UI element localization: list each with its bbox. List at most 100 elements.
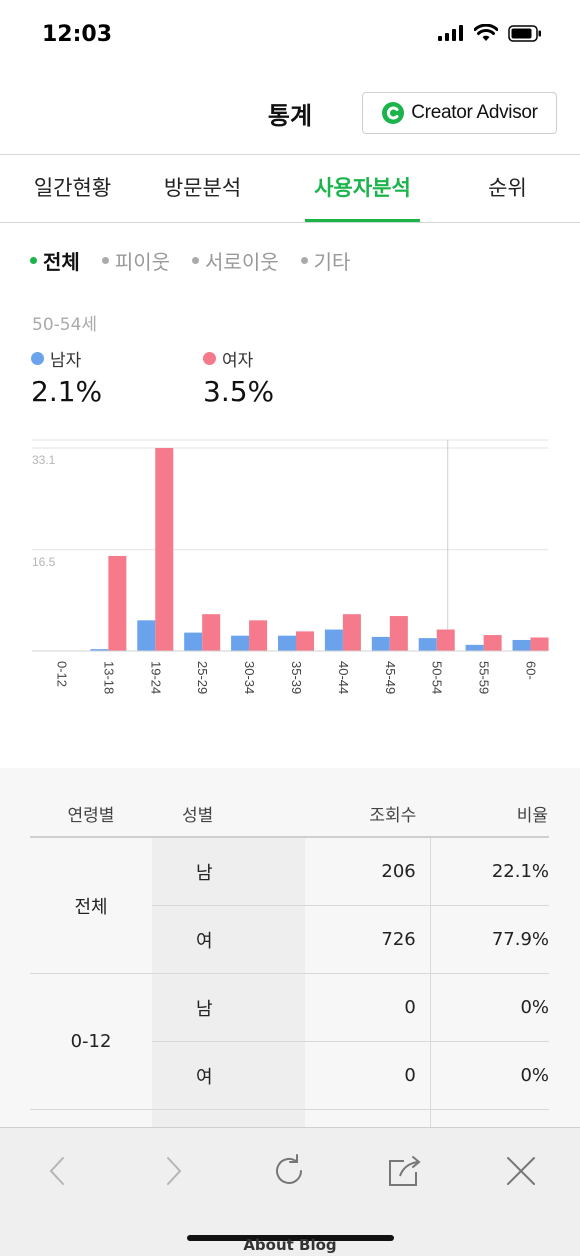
x-tick-label: 30-34 [242, 661, 257, 694]
tab-bar: 일간현황 방문분석 사용자분석 순위 [0, 155, 580, 223]
bar-male-13-18 [90, 649, 109, 651]
bar-male-25-29 [184, 632, 203, 651]
selected-age-label: 50-54세 [32, 315, 98, 335]
filter-label: 서로이웃 [205, 250, 279, 274]
bar-male-55-59 [465, 644, 484, 651]
ratio-cell: 0% [430, 1041, 549, 1110]
bar-female-13-18 [108, 555, 127, 651]
creator-advisor-logo-icon [382, 102, 405, 124]
x-tick-label: 25-29 [195, 661, 210, 694]
table-row [30, 1109, 549, 1128]
bar-male-45-49 [371, 636, 390, 651]
bar-male-60- [512, 639, 531, 651]
y-tick-label: 33.1 [32, 453, 56, 467]
filter-dot-icon [30, 257, 37, 264]
x-tick-label: 60- [524, 661, 539, 680]
x-tick-label: 40-44 [336, 661, 351, 694]
neighbor-filter-group: 전체 피이웃 서로이웃 기타 [30, 246, 350, 275]
bar-female-25-29 [202, 614, 221, 651]
y-tick-label: 16.5 [32, 555, 56, 569]
legend-male-label: 남자 [50, 351, 82, 371]
bar-male-19-24 [137, 620, 156, 651]
bar-male-40-44 [324, 629, 343, 651]
table-row: 0-12 남 0 0% [30, 973, 549, 1110]
table-row: 여 0 0% [30, 1041, 549, 1110]
tab-label: 일간현황 [33, 176, 112, 200]
legend-male: 남자 [31, 346, 81, 371]
header-views: 조회수 [305, 790, 431, 838]
filter-label: 피이웃 [114, 250, 171, 274]
bar-female-19-24 [155, 448, 174, 651]
filter-dot-icon [192, 257, 200, 264]
filter-dot-icon [101, 257, 109, 264]
close-icon[interactable] [498, 1148, 544, 1194]
views-cell [305, 1109, 431, 1128]
tab-ranking[interactable]: 순위 [460, 155, 555, 222]
x-tick-label: 45-49 [383, 661, 398, 694]
age-gender-table-section: 연령별 성별 조회수 비율 전체 남 206 22.1% 여 726 77.9%… [0, 768, 580, 1128]
ratio-cell: 0% [430, 973, 549, 1042]
creator-advisor-label: Creator Advisor [411, 102, 538, 123]
status-time: 12:03 [42, 22, 113, 47]
views-cell: 0 [305, 973, 431, 1042]
ratio-cell: 22.1% [430, 837, 549, 906]
home-indicator[interactable] [187, 1235, 394, 1241]
x-tick-label: 19-24 [148, 661, 163, 694]
table-header-row: 연령별 성별 조회수 비율 [30, 790, 549, 838]
x-tick-label: 50-54 [430, 661, 445, 694]
header-age: 연령별 [30, 790, 152, 838]
filter-label: 기타 [313, 250, 351, 274]
tab-visit-analysis[interactable]: 방문분석 [140, 155, 265, 222]
wifi-icon [474, 24, 498, 41]
bar-female-30-34 [249, 620, 268, 651]
bar-female-55-59 [483, 635, 502, 651]
signal-icon [438, 25, 463, 41]
x-tick-label: 0-12 [54, 661, 69, 687]
tab-label: 순위 [488, 176, 527, 200]
sex-cell: 남 [152, 973, 305, 1042]
female-percentage: 3.5% [203, 375, 275, 408]
views-cell: 726 [305, 905, 431, 974]
age-cell: 전체 [30, 837, 152, 974]
bar-female-35-39 [296, 631, 314, 651]
sex-cell: 여 [152, 1041, 305, 1110]
male-dot-icon [31, 352, 44, 365]
header-sex: 성별 [152, 790, 305, 838]
share-icon[interactable] [382, 1148, 428, 1194]
header-ratio: 비율 [430, 790, 549, 838]
female-dot-icon [203, 352, 216, 365]
refresh-icon[interactable] [266, 1148, 312, 1194]
status-bar: 12:03 [0, 0, 580, 70]
sex-cell: 여 [152, 905, 305, 974]
table-row: 전체 남 206 22.1% [30, 837, 549, 974]
views-cell: 206 [305, 837, 431, 906]
ratio-cell: 77.9% [430, 905, 549, 974]
x-tick-label: 55-59 [477, 661, 492, 694]
bar-female-60- [530, 637, 549, 651]
filter-other[interactable]: 기타 [300, 246, 351, 275]
back-icon[interactable] [35, 1148, 81, 1194]
page-title: 통계 [267, 102, 313, 130]
filter-all[interactable]: 전체 [30, 246, 80, 275]
bar-male-50-54 [418, 638, 437, 651]
forward-icon[interactable] [150, 1148, 196, 1194]
battery-icon [508, 24, 541, 42]
filter-neighbor[interactable]: 피이웃 [101, 246, 171, 275]
tab-user-analysis[interactable]: 사용자분석 [305, 155, 420, 222]
tab-label: 방문분석 [163, 176, 242, 200]
table-row: 여 726 77.9% [30, 905, 549, 974]
age-gender-bar-chart[interactable]: 33.1 16.5 0-12 13-18 19-24 25-29 30-34 35-39 40-… [0, 430, 580, 720]
filter-mutual-neighbor[interactable]: 서로이웃 [192, 246, 279, 275]
creator-advisor-button[interactable]: Creator Advisor [362, 92, 557, 134]
male-percentage: 2.1% [31, 375, 103, 408]
age-cell: 0-12 [30, 973, 152, 1110]
x-tick-label: 13-18 [101, 661, 116, 694]
app-header: 통계 Creator Advisor [0, 70, 580, 155]
tab-daily-status[interactable]: 일간현황 [10, 155, 135, 222]
filter-label: 전체 [43, 250, 80, 274]
sex-cell [152, 1109, 305, 1128]
legend-female-label: 여자 [222, 351, 254, 371]
status-icons [438, 24, 542, 42]
sex-cell: 남 [152, 837, 305, 906]
bar-female-40-44 [342, 614, 361, 651]
